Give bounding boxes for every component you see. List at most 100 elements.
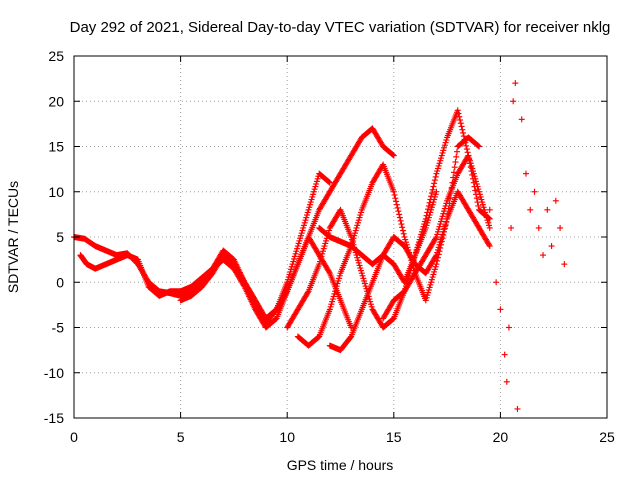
data-point-arc-A <box>286 271 293 278</box>
y-axis-label: SDTVAR / TECUs <box>5 181 21 293</box>
y-tick-label: -10 <box>44 365 64 381</box>
data-point-arc-D <box>321 243 328 250</box>
data-point-arc-E <box>354 222 361 229</box>
data-point-arc-A <box>308 196 315 203</box>
data-point-arc-E <box>353 224 360 231</box>
data-point-arc-A <box>293 248 300 255</box>
data-point-arc-E <box>328 301 335 308</box>
data-point-arc-E <box>395 208 402 215</box>
data-point-arc-A <box>311 186 318 193</box>
data-point-arc-D <box>367 301 374 308</box>
data-point-arc-A <box>291 253 298 260</box>
data-point-arc-E <box>355 217 362 224</box>
data-point-arc-D <box>363 285 370 292</box>
data-point-arc-A <box>313 178 320 185</box>
data-point-arc-E <box>333 283 340 290</box>
data-point-arc-A <box>300 224 307 231</box>
data-point-arc-A <box>326 179 333 186</box>
data-point-arc-E <box>393 198 400 205</box>
data-point-arc-D <box>319 250 326 257</box>
data-point-arc-E <box>430 271 437 278</box>
x-tick-label: 15 <box>386 429 402 445</box>
data-point-arc-D <box>354 254 361 261</box>
data-point-arc-E <box>355 219 362 226</box>
data-point-arc-D <box>360 275 367 282</box>
data-point-arc-A <box>303 212 310 219</box>
data-point-arc-E <box>426 284 433 291</box>
data-point-arc-A <box>290 258 297 265</box>
data-point-arc-A <box>301 219 308 226</box>
data-point-arc-E <box>390 188 397 195</box>
data-point-arc-D <box>316 258 323 265</box>
data-point-arc-D <box>316 261 323 268</box>
data-point-arc-E <box>329 298 336 305</box>
data-point-arc-A <box>288 266 295 273</box>
data-point-arc-E <box>351 230 358 237</box>
data-point-arc-E <box>425 287 432 294</box>
data-point-arc-A <box>294 245 301 252</box>
data-point-arc-E <box>453 153 460 160</box>
data-point-arc-D <box>429 201 436 208</box>
data-point-arc-C <box>390 151 397 158</box>
y-tick-label: 0 <box>56 274 64 290</box>
data-point-arc-E <box>422 297 429 304</box>
data-points <box>71 80 568 412</box>
data-point-arc-E <box>423 294 430 301</box>
data-point-arc-A <box>300 222 307 229</box>
data-point-arc-E <box>326 306 333 313</box>
y-tick-label: 5 <box>56 229 64 245</box>
data-point-arc-A <box>314 175 321 182</box>
chart-title: Day 292 of 2021, Sidereal Day-to-day VTE… <box>70 19 611 36</box>
data-point-arc-D <box>361 280 368 287</box>
data-point-arc-D <box>368 303 375 310</box>
data-point-arc-D <box>431 193 438 200</box>
data-point-arc-E <box>431 268 438 275</box>
data-point-arc-A <box>307 199 314 206</box>
data-point-arc-E <box>402 236 409 243</box>
data-point-arc-E <box>397 217 404 224</box>
data-point-arc-C <box>283 289 290 296</box>
data-point-arc-E <box>428 279 435 286</box>
data-point-arc-D <box>355 257 362 264</box>
data-point-arc-D <box>428 204 435 211</box>
grid <box>74 56 607 418</box>
data-point-arc-D <box>320 245 327 252</box>
data-point-arc-B <box>326 268 333 275</box>
data-point-arc-E <box>434 257 441 264</box>
data-point-arc-E <box>475 142 482 149</box>
data-point-arc-A <box>299 227 306 234</box>
data-point-arc-E <box>396 214 403 221</box>
data-point-arc-E <box>402 239 409 246</box>
data-point-arc-E <box>429 274 436 281</box>
data-point-arc-D <box>304 289 311 296</box>
data-point-arc-E <box>451 164 458 171</box>
data-point-arc-D <box>356 262 363 269</box>
data-point-arc-D <box>430 199 437 206</box>
data-point-arc-A <box>297 232 304 239</box>
data-point-arc-E <box>330 293 337 300</box>
data-point-arc-A <box>305 206 312 213</box>
data-point-arc-D <box>318 253 325 260</box>
data-point-arc-E <box>425 289 432 296</box>
data-point-arc-A <box>292 250 299 257</box>
data-point-arc-E <box>329 296 336 303</box>
data-point-arc-A <box>310 188 317 195</box>
data-point-arc-D <box>362 283 369 290</box>
data-point-arc-D <box>358 267 365 274</box>
data-point-arc-E <box>399 227 406 234</box>
data-point-arc-E <box>391 191 398 198</box>
data-point-arc-D <box>322 240 329 247</box>
y-tick-label: -5 <box>52 320 65 336</box>
data-point-arc-D <box>357 265 364 272</box>
data-point-arc-E <box>358 209 365 216</box>
data-point-arc-D <box>319 248 326 255</box>
data-point-arc-E <box>393 201 400 208</box>
y-tick-label: 20 <box>48 93 64 109</box>
data-point-arc-E <box>335 275 342 282</box>
data-point-arc-B <box>348 324 355 331</box>
data-point-arc-A <box>310 191 317 198</box>
data-point-arc-E <box>332 285 339 292</box>
data-point-arc-A <box>304 209 311 216</box>
